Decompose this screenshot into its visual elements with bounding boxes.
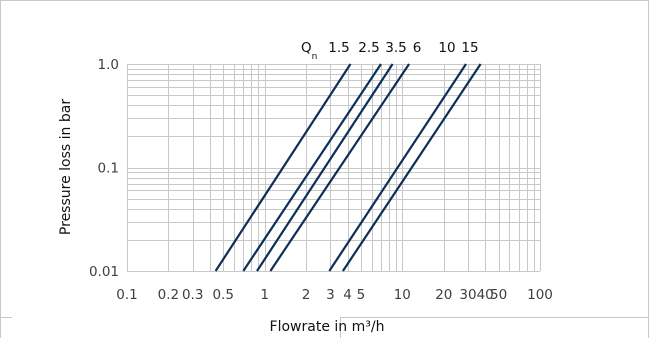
y-tick-label: 0.01 xyxy=(89,264,119,280)
series-group xyxy=(214,63,482,272)
grid xyxy=(127,64,541,272)
series-line-6 xyxy=(269,63,411,272)
x-tick-label: 3 xyxy=(326,287,335,303)
series-label-3.5: 3.5 xyxy=(385,40,406,56)
x-tick-label: 1 xyxy=(260,287,269,303)
legend-prefix: Q xyxy=(301,40,312,56)
x-axis-title: Flowrate in m³/h xyxy=(270,319,385,335)
x-tick-label: 10 xyxy=(394,287,411,303)
series-label-1.5: 1.5 xyxy=(328,40,349,56)
series-label-6: 6 xyxy=(413,40,422,56)
series-label-10: 10 xyxy=(438,40,455,56)
series-line-10 xyxy=(328,63,467,272)
x-tick-label: 2 xyxy=(302,287,311,303)
x-tick-label: 0.1 xyxy=(116,287,137,303)
x-tick-label: 0.2 xyxy=(158,287,179,303)
x-tick-label: 40 xyxy=(477,287,494,303)
y-axis-title: Pressure loss in bar xyxy=(58,99,74,235)
y-tick-label: 0.1 xyxy=(98,161,119,177)
x-tick-label: 5 xyxy=(357,287,366,303)
y-tick-label: 1.0 xyxy=(98,57,119,73)
x-tick-label: 4 xyxy=(343,287,352,303)
series-line-3.5 xyxy=(256,63,394,272)
series-line-1.5 xyxy=(214,63,352,272)
series-line-2.5 xyxy=(242,63,382,272)
legend-subscript: n xyxy=(312,52,318,62)
series-label-2.5: 2.5 xyxy=(358,40,379,56)
series-labels: 1.5 2.5 3.5 6 10 15 xyxy=(328,40,478,56)
series-line-15 xyxy=(341,63,482,272)
series-label-15: 15 xyxy=(461,40,478,56)
x-tick-label: 20 xyxy=(435,287,452,303)
x-tick-label: 30 xyxy=(459,287,476,303)
x-tick-label: 0.5 xyxy=(212,287,233,303)
legend-qn: Qn xyxy=(301,40,317,62)
x-tick-label: 0.3 xyxy=(182,287,203,303)
x-tick-label: 100 xyxy=(527,287,553,303)
x-tick-label: 50 xyxy=(490,287,507,303)
